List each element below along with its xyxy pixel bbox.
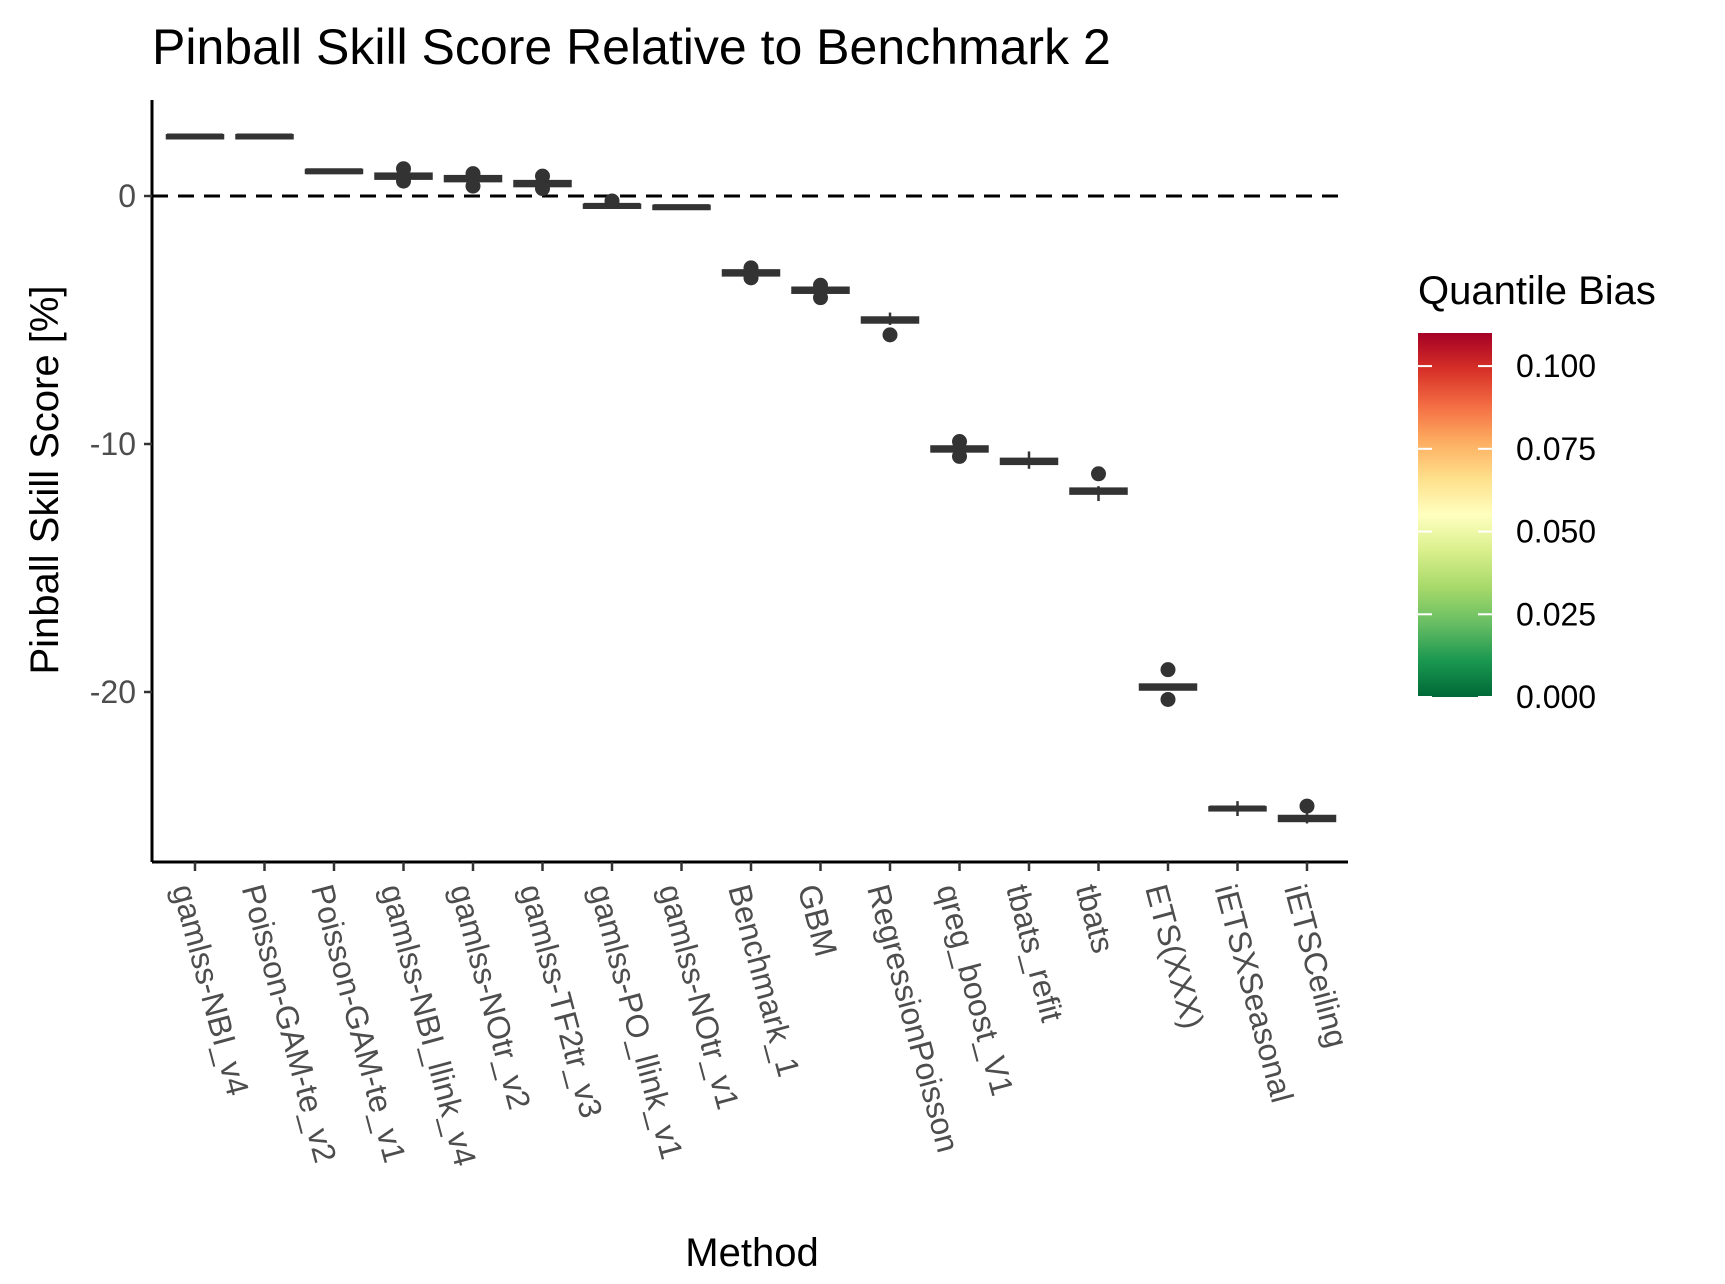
y-tick-label: 0 [118, 178, 136, 214]
box-GBM [793, 278, 849, 305]
box-tbats [1071, 466, 1127, 501]
legend-tick-label: 0.025 [1516, 596, 1596, 632]
box-gamlss-NBI_v4 [167, 135, 223, 138]
x-tick-label: tbats [1069, 880, 1122, 956]
outlier-point [396, 174, 411, 189]
legend: Quantile Bias 0.100 0.075 0.050 0.025 0.000 [1418, 269, 1656, 715]
y-tick-label: -20 [90, 674, 136, 710]
x-tick-label: tbats_refit [999, 880, 1070, 1025]
y-axis-title: Pinball Skill Score [%] [23, 285, 67, 674]
x-axis-title: Method [685, 1231, 818, 1275]
outlier-point [1161, 662, 1176, 677]
box-gamlss-NBI_llink_v4 [376, 161, 432, 188]
legend-tick-label: 0.100 [1516, 348, 1596, 384]
x-tick-label: iETSCeiling [1277, 880, 1355, 1051]
x-tick-label: ETS(XXX) [1138, 880, 1211, 1032]
outlier-point [883, 327, 898, 342]
outlier-point [1091, 466, 1106, 481]
outlier-point [466, 179, 481, 194]
box-Benchmark_1 [723, 260, 779, 285]
box-RegressionPoisson [862, 313, 918, 343]
legend-tick-label: 0.050 [1516, 514, 1596, 550]
legend-title: Quantile Bias [1418, 269, 1656, 313]
box-Poisson-GAM-te_v1 [306, 170, 362, 173]
box-gamlss-NOtr_v1 [654, 206, 710, 209]
box-ETS(XXX) [1140, 662, 1196, 707]
box-iETSCeiling [1279, 799, 1335, 824]
box-tbats_refit [1001, 451, 1057, 468]
outlier-point [1300, 799, 1315, 814]
y-tick-label: -10 [90, 426, 136, 462]
outlier-point [952, 449, 967, 464]
box-qreg_boost_V1 [932, 434, 988, 464]
legend-tick-label: 0.000 [1516, 679, 1596, 715]
box-iETSXSeasonal [1210, 801, 1266, 816]
box-gamlss-NOtr_v2 [445, 166, 501, 193]
outlier-point [813, 290, 828, 305]
outlier-point [952, 434, 967, 449]
x-tick-label: GBM [791, 880, 845, 960]
box-gamlss-TF2tr_v3 [515, 169, 571, 196]
box-Poisson-GAM-te_v2 [237, 135, 293, 138]
x-tick-label: Benchmark_1 [721, 880, 807, 1080]
chart-title: Pinball Skill Score Relative to Benchmar… [152, 19, 1111, 75]
legend-tick-label: 0.075 [1516, 431, 1596, 467]
outlier-point [605, 193, 620, 208]
legend-colorbar [1418, 333, 1492, 697]
plot-area: 0-10-20gamlss-NBI_v4Poisson-GAM-te_v2Poi… [90, 100, 1356, 1170]
outlier-point [744, 270, 759, 285]
outlier-point [535, 181, 550, 196]
outlier-point [1161, 692, 1176, 707]
